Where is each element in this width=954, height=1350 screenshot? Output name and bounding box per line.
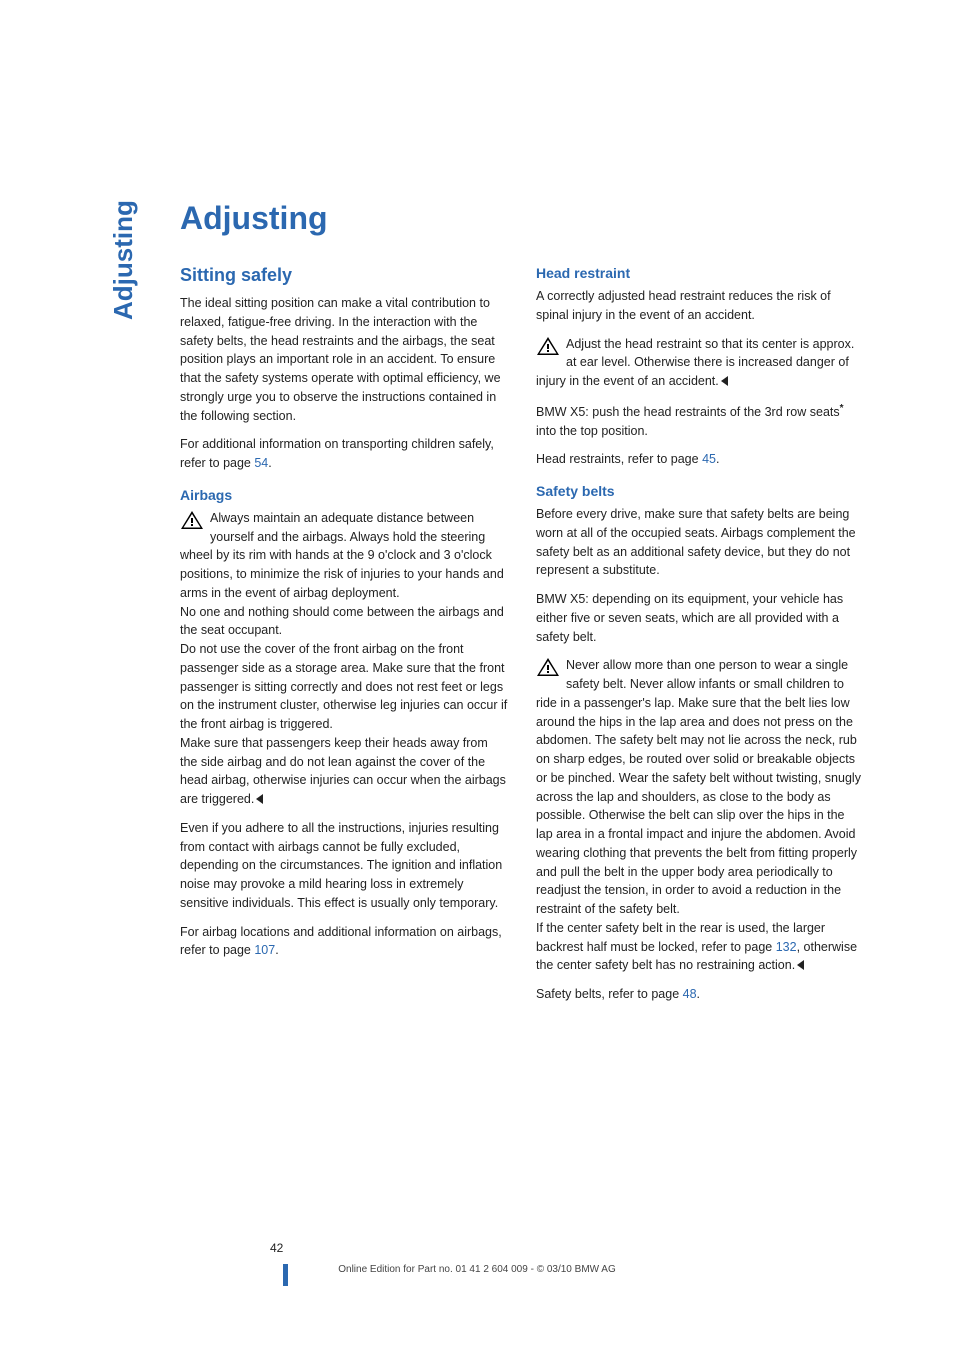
heading-head-restraint: Head restraint <box>536 265 864 281</box>
head-link-para: Head restraints, refer to page 45. <box>536 450 864 469</box>
intro-text: The ideal sitting position can make a vi… <box>180 294 508 425</box>
page-link-107[interactable]: 107 <box>254 943 275 957</box>
side-tab: Adjusting <box>108 80 139 200</box>
right-column: Head restraint A correctly adjusted head… <box>536 265 864 1014</box>
heading-airbags: Airbags <box>180 487 508 503</box>
asterisk-icon: * <box>840 403 844 414</box>
warning-icon <box>536 336 560 356</box>
end-marker-icon <box>256 794 263 804</box>
airbags-after: Even if you adhere to all the instructio… <box>180 819 508 913</box>
airbags-link-para: For airbag locations and additional info… <box>180 923 508 961</box>
belts-p1: Before every drive, make sure that safet… <box>536 505 864 580</box>
page-link-48[interactable]: 48 <box>683 987 697 1001</box>
side-tab-text: Adjusting <box>108 200 138 320</box>
warning-icon <box>536 657 560 677</box>
head-p2-pre: BMW X5: push the head restraints of the … <box>536 405 840 419</box>
end-marker-icon <box>797 960 804 970</box>
head-warning: Adjust the head restraint so that its ce… <box>536 335 864 391</box>
content-columns: Sitting safely The ideal sitting positio… <box>180 265 864 1014</box>
end-marker-icon <box>721 376 728 386</box>
head-warning-text: Adjust the head restraint so that its ce… <box>536 337 854 389</box>
head-p1: A correctly adjusted head restraint redu… <box>536 287 864 325</box>
airbags-warning-text: Always maintain an adequate distance bet… <box>180 511 507 806</box>
page-number: 42 <box>270 1241 283 1255</box>
page-link-132[interactable]: 132 <box>776 940 797 954</box>
airbags-warning: Always maintain an adequate distance bet… <box>180 509 508 809</box>
airbags-link-pre: For airbag locations and additional info… <box>180 925 502 958</box>
heading-safety-belts: Safety belts <box>536 483 864 499</box>
belts-link-pre: Safety belts, refer to page <box>536 987 683 1001</box>
left-column: Sitting safely The ideal sitting positio… <box>180 265 508 1014</box>
head-link-pre: Head restraints, refer to page <box>536 452 702 466</box>
belts-link-para: Safety belts, refer to page 48. <box>536 985 864 1004</box>
head-p2: BMW X5: push the head restraints of the … <box>536 401 864 441</box>
section-sitting-safely: Sitting safely <box>180 265 508 286</box>
page-link-45[interactable]: 45 <box>702 452 716 466</box>
page-title: Adjusting <box>180 200 864 237</box>
intro-link-para: For additional information on transporti… <box>180 435 508 473</box>
page-link-54[interactable]: 54 <box>254 456 268 470</box>
belts-link-post: . <box>697 987 700 1001</box>
footer-text: Online Edition for Part no. 01 41 2 604 … <box>0 1264 954 1275</box>
head-link-post: . <box>716 452 719 466</box>
intro-link-post: . <box>268 456 271 470</box>
belts-warning: Never allow more than one person to wear… <box>536 656 864 975</box>
warning-icon <box>180 510 204 530</box>
belts-warning-pre: Never allow more than one person to wear… <box>536 658 861 953</box>
head-p2-post: into the top position. <box>536 424 648 438</box>
intro-link-pre: For additional information on transporti… <box>180 437 494 470</box>
belts-p2: BMW X5: depending on its equipment, your… <box>536 590 864 646</box>
airbags-link-post: . <box>275 943 278 957</box>
